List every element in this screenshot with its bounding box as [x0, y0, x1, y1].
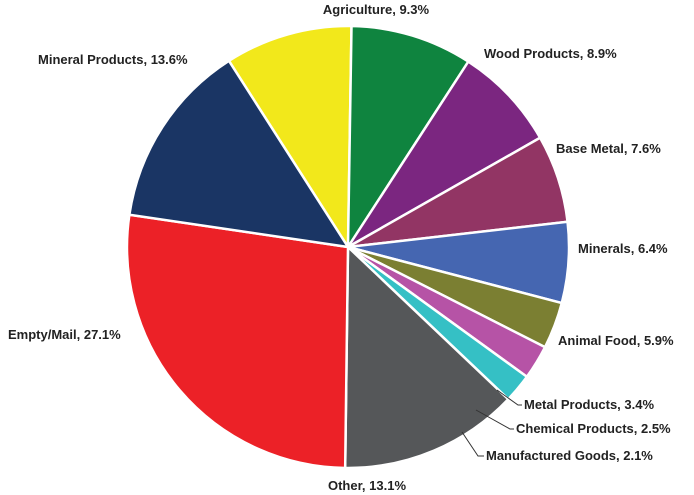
- leader-line: [461, 431, 484, 457]
- slice-label: Agriculture, 9.3%: [323, 2, 430, 17]
- slice-labels: Agriculture, 9.3% Wood Products, 8.9% Base…: [8, 2, 674, 493]
- slice-label: Animal Food, 5.9%: [558, 333, 674, 348]
- slice-label: Minerals, 6.4%: [578, 241, 668, 256]
- leader-line: [496, 389, 522, 406]
- pie-slices: [125, 24, 571, 470]
- pie-slice: [346, 24, 471, 252]
- slice-label: Empty/Mail, 27.1%: [8, 327, 121, 342]
- slice-label: Mineral Products, 13.6%: [38, 52, 188, 67]
- pie-slice: [346, 59, 542, 249]
- pie-slice: [125, 213, 350, 470]
- slice-label: Chemical Products, 2.5%: [516, 421, 671, 436]
- slice-label: Manufactured Goods, 2.1%: [486, 448, 653, 463]
- pie-slice: [227, 24, 353, 252]
- slice-label: Metal Products, 3.4%: [524, 397, 654, 412]
- slice-label: Base Metal, 7.6%: [556, 141, 661, 156]
- pie-slice: [127, 59, 351, 249]
- leader-line: [475, 409, 514, 430]
- slice-label: Wood Products, 8.9%: [484, 46, 617, 61]
- slice-label: Other, 13.1%: [328, 478, 406, 493]
- leader-lines: [461, 389, 522, 457]
- pie-slice: [343, 244, 511, 470]
